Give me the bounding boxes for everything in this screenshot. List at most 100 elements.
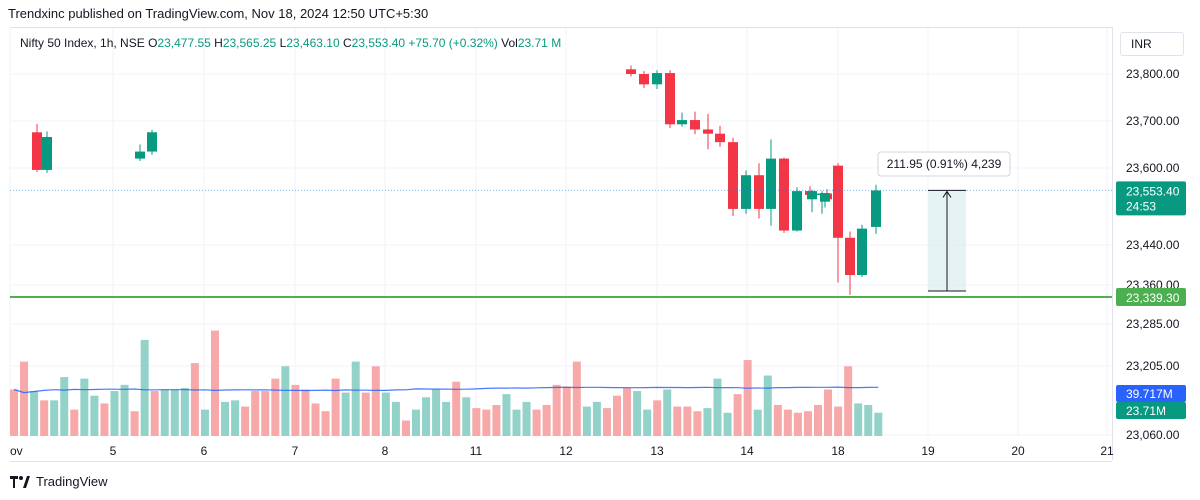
volume-bar	[472, 408, 481, 436]
price-tick-label: 23,700.00	[1126, 114, 1180, 128]
volume-bar	[824, 389, 833, 436]
price-axis-separator	[1112, 27, 1113, 460]
axes: 23,800.00 23,700.00 23,600.00 23,440.00 23,3…	[10, 67, 1186, 458]
volume-bar	[542, 405, 551, 436]
time-tick-label: 5	[110, 444, 117, 458]
overlays: 211.95 (0.91%) 4,239	[10, 151, 1112, 298]
volume-bar	[341, 392, 350, 436]
countdown-label: 24:53	[1126, 199, 1156, 213]
volume-bar	[582, 406, 591, 436]
time-tick-label: ov	[10, 444, 23, 458]
volume-bar	[613, 395, 621, 436]
volume-bar	[291, 384, 300, 436]
volume-bar	[140, 339, 149, 436]
last-price-label: 23,553.40	[1126, 184, 1180, 198]
volume-bar	[753, 409, 762, 436]
volume-bar	[241, 406, 250, 436]
measure-arrow-head	[942, 190, 952, 198]
volume-bar	[793, 412, 802, 436]
volume-bar	[170, 389, 179, 436]
volume-bar	[783, 409, 792, 436]
price-tick-label: 23,285.00	[1126, 317, 1180, 331]
legend-low: 23,463.10	[286, 36, 340, 50]
volume-ma-badge	[1116, 385, 1186, 402]
volume-bar	[371, 366, 380, 436]
legend-close: 23,553.40	[351, 36, 406, 50]
volume-bar	[401, 420, 410, 436]
candle-body	[32, 132, 42, 170]
time-tick-label: 18	[831, 444, 845, 458]
volume-bar	[190, 363, 199, 436]
candle-body	[741, 175, 751, 209]
currency-selector[interactable]: INR	[1120, 32, 1184, 56]
volume-bar	[773, 405, 782, 436]
legend-vol: 23.71 M	[517, 36, 562, 50]
tradingview-logo-text: TradingView	[36, 474, 108, 489]
volume-bar	[552, 384, 561, 436]
volume-bar	[90, 395, 99, 436]
volume-bar	[150, 391, 159, 436]
candle-body	[792, 191, 802, 231]
legend-high-key: H	[214, 36, 223, 50]
time-tick-label: 7	[292, 444, 299, 458]
legend-high: 23,565.25	[222, 36, 277, 50]
legend-vol-key: Vol	[501, 36, 518, 50]
volume-bar	[462, 397, 471, 436]
candle-body	[857, 228, 867, 275]
volume-bar	[874, 412, 883, 436]
time-tick-label: 6	[201, 444, 208, 458]
volume-bar	[80, 378, 89, 436]
volume-bar	[502, 394, 511, 436]
volume-bar	[211, 330, 219, 436]
volume-bar	[331, 378, 340, 436]
volume-bar	[592, 401, 601, 436]
candle-body	[766, 158, 776, 209]
publish-info: Trendxinc published on TradingView.com, …	[8, 6, 429, 21]
volume-bar	[864, 405, 873, 436]
measure-info-box	[877, 151, 1011, 177]
tradingview-logo-icon	[10, 475, 30, 488]
volume-ma	[13, 386, 879, 394]
volume-bar	[532, 409, 541, 436]
volume-bar	[422, 397, 431, 436]
volume-ma-line	[13, 386, 879, 394]
volume-last-label: 23.71M	[1126, 404, 1166, 418]
candle-body	[820, 193, 830, 202]
time-tick-label: 21	[1100, 444, 1114, 458]
volume-bar	[391, 401, 400, 436]
support-label: 23,339.30	[1126, 291, 1180, 305]
price-tick-label: 23,600.00	[1126, 161, 1180, 175]
legend-low-key: L	[279, 36, 287, 50]
volume-bar	[281, 366, 290, 436]
volume-bar	[70, 409, 79, 436]
volume-bar	[803, 411, 812, 436]
volume-bar	[432, 389, 441, 436]
legend-symbol: Nifty 50 Index, 1h, NSE	[20, 36, 145, 50]
volume-bar	[572, 361, 581, 436]
candle-body	[665, 73, 675, 125]
support-badge	[1116, 288, 1186, 306]
volume-bar	[180, 387, 189, 436]
legend-close-key: C	[342, 36, 352, 50]
legend-change: +75.70 (+0.32%)	[408, 36, 498, 50]
volume-bar	[693, 411, 702, 436]
time-tick-label: 14	[740, 444, 754, 458]
volume-bar	[120, 384, 129, 436]
volume-bar	[763, 375, 772, 436]
tradingview-logo[interactable]: TradingView	[10, 474, 108, 489]
volume-bar	[492, 405, 501, 436]
chart-frame	[10, 27, 1112, 462]
volume-bar	[381, 392, 390, 436]
volume-bar	[321, 411, 330, 436]
volume-bar	[733, 394, 742, 436]
last-price-badge	[1116, 181, 1186, 216]
candle-body	[715, 133, 725, 143]
volume-bar	[814, 405, 822, 436]
time-tick-label: 19	[921, 444, 935, 458]
candle-body	[135, 151, 145, 159]
volume-bar	[221, 401, 230, 436]
volume-bar	[633, 391, 642, 436]
candle-body	[639, 74, 649, 85]
volume-bar	[130, 411, 139, 436]
